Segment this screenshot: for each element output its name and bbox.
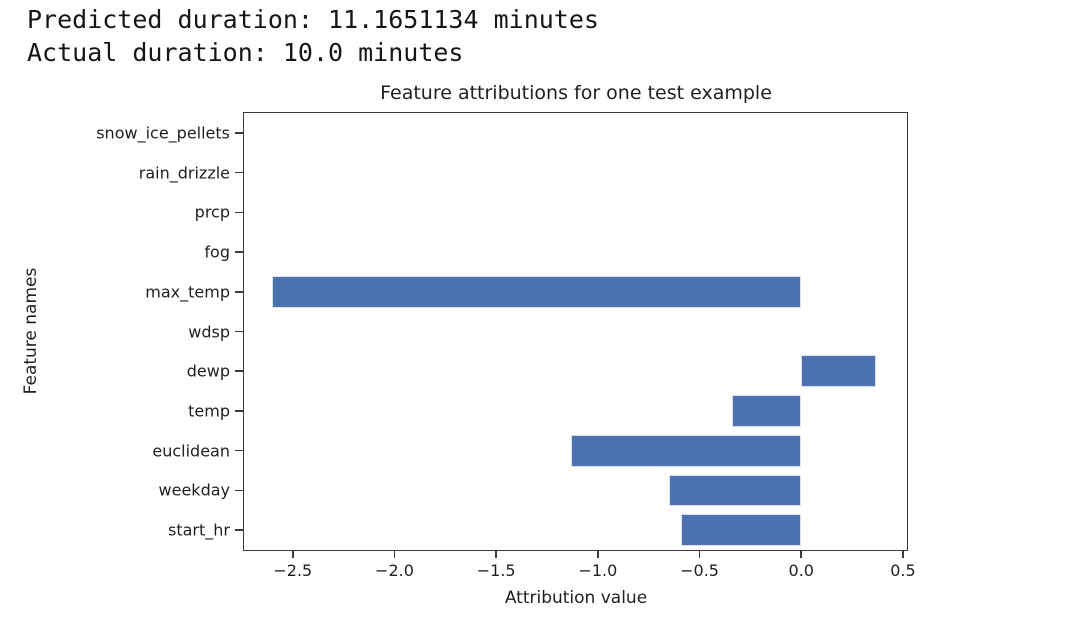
y-tick-label: prcp (194, 202, 230, 222)
y-tick-label: weekday (158, 480, 230, 500)
x-axis-label: Attribution value (504, 588, 648, 608)
y-tick-mark (235, 330, 243, 333)
x-tick-label: −1.5 (476, 561, 516, 580)
predicted-duration-text: Predicted duration: 11.1651134 minutes (27, 5, 599, 34)
bar-dewp (801, 355, 877, 388)
y-tick-label: start_hr (168, 520, 230, 540)
x-tick-label: −2.5 (273, 561, 313, 580)
actual-duration-text: Actual duration: 10.0 minutes (27, 38, 464, 67)
y-tick-mark (235, 370, 243, 372)
y-tick-mark (235, 489, 243, 492)
bar-weekday (669, 474, 802, 507)
x-tick-mark (902, 550, 904, 558)
bar-temp (732, 395, 802, 427)
bar-max_temp (272, 275, 802, 308)
y-tick-label: rain_drizzle (138, 163, 230, 183)
x-tick-label: 0.0 (788, 561, 814, 580)
bar-start_hr (681, 514, 802, 547)
y-tick-mark (235, 410, 243, 412)
y-tick-mark (235, 291, 243, 293)
y-tick-mark (235, 132, 243, 134)
x-tick-label: 0.5 (890, 561, 916, 580)
x-tick-mark (393, 550, 396, 558)
y-tick-mark (235, 251, 243, 253)
bar-euclidean (571, 434, 802, 467)
console-output: Predicted duration: 11.1651134 minutes A… (27, 3, 599, 69)
y-tick-label: fog (204, 242, 230, 262)
y-tick-label: dewp (186, 361, 230, 381)
x-tick-label: −0.5 (680, 561, 719, 580)
y-tick-label: euclidean (152, 441, 230, 461)
y-tick-mark (235, 449, 243, 452)
x-tick-mark (292, 550, 294, 558)
chart-title: Feature attributions for one test exampl… (380, 82, 772, 104)
x-tick-mark (495, 550, 497, 558)
y-axis-label: Feature names (21, 267, 41, 395)
x-tick-mark (698, 550, 701, 558)
y-tick-label: snow_ice_pellets (96, 123, 230, 143)
y-tick-mark (235, 211, 243, 214)
y-tick-mark (235, 529, 243, 531)
x-tick-mark (800, 550, 802, 558)
x-tick-label: −2.0 (375, 561, 414, 580)
x-tick-label: −1.0 (578, 561, 618, 580)
y-tick-label: temp (188, 401, 230, 421)
y-tick-label: max_temp (145, 282, 230, 302)
y-tick-label: wdsp (188, 322, 230, 341)
x-tick-mark (597, 550, 599, 558)
y-tick-mark (235, 171, 243, 174)
